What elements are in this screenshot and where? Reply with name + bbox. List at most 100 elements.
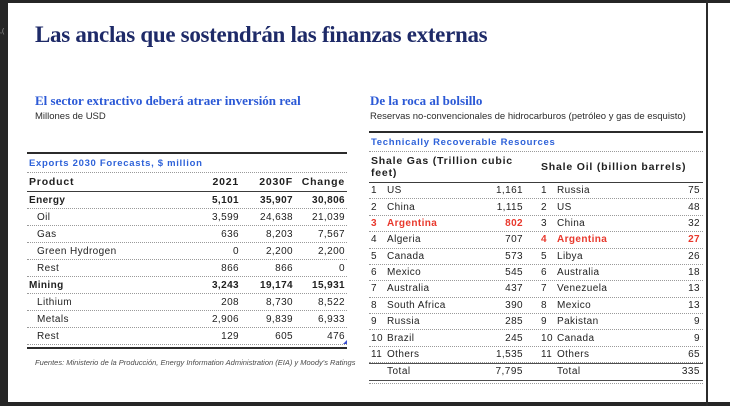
gas-half-row: 6 Mexico 545 <box>371 267 524 278</box>
cell-oil-country: Australia <box>557 267 600 279</box>
cell-blank-rank <box>371 366 387 377</box>
column-header-shale-gas: Shale Gas (Trillion cubic feet) <box>371 155 513 179</box>
cell-change: 7,567 <box>317 228 345 240</box>
column-header-2021: 2021 <box>212 176 239 188</box>
table-row: 2 China 1,115 2 US 48 <box>369 199 703 216</box>
right-section-subheading: Reservas no-convencionales de hidrocarbu… <box>370 111 686 122</box>
cell-gas-value: 1,161 <box>495 185 523 197</box>
table-row: 11 Others 1,535 11 Others 65 <box>369 347 703 364</box>
cell-oil-country: US <box>557 201 572 213</box>
cell-product: Oil <box>37 211 51 223</box>
table-row: Oil 3,599 24,638 21,039 <box>27 209 347 226</box>
cell-2021: 3,243 <box>211 279 239 291</box>
cell-gas-value: 437 <box>505 283 523 295</box>
cell-oil-value: 9 <box>694 316 700 328</box>
window-edge-artifact: ,( <box>0 28 5 35</box>
cell-oil-rank: 10 <box>541 332 553 344</box>
cell-oil-total-value: 335 <box>681 366 700 378</box>
gas-half-row: 8 South Africa 390 <box>371 300 524 311</box>
gas-half-row: 11 Others 1,535 <box>371 349 524 360</box>
cell-gas-rank: 8 <box>371 299 377 311</box>
cell-gas-country: Others <box>387 348 420 360</box>
cell-oil-value: 9 <box>694 332 700 344</box>
table-bottom-rule <box>27 345 347 349</box>
cell-change: 2,200 <box>317 245 345 257</box>
gas-half-row: 9 Russia 285 <box>371 316 524 327</box>
gas-half-row: 5 Canada 573 <box>371 251 524 262</box>
gas-half-row: 1 US 1,161 <box>371 185 524 196</box>
table-row: 4 Algeria 707 4 Argentina 27 <box>369 232 703 249</box>
cell-gas-country: Algeria <box>387 234 421 246</box>
cell-2021: 866 <box>221 262 239 274</box>
oil-half-row: 10 Canada 9 <box>541 333 701 344</box>
cell-oil-country: Venezuela <box>557 283 608 295</box>
cell-blank-rank <box>541 366 557 377</box>
cell-product: Metals <box>37 313 69 325</box>
cell-corner-marker <box>343 340 347 344</box>
cell-gas-rank: 11 <box>371 348 383 360</box>
cell-oil-rank: 9 <box>541 316 547 328</box>
cell-oil-country: Canada <box>557 332 595 344</box>
cell-oil-value: 27 <box>688 234 700 246</box>
cell-oil-rank: 8 <box>541 299 547 311</box>
cell-oil-rank: 5 <box>541 250 547 262</box>
cell-2021: 129 <box>221 330 239 342</box>
cell-oil-country: Pakistan <box>557 316 599 328</box>
cell-gas-total-value: 7,795 <box>495 366 523 378</box>
table-row: 10 Brazil 245 10 Canada 9 <box>369 330 703 347</box>
window-frame-left <box>0 0 8 406</box>
oil-total-half: Total 335 <box>541 366 701 377</box>
cell-oil-value: 26 <box>688 250 700 262</box>
total-row: Total 7,795 Total 335 <box>369 363 703 381</box>
cell-oil-value: 32 <box>688 217 700 229</box>
column-header-2030f: 2030F <box>259 176 293 188</box>
cell-oil-value: 65 <box>688 348 700 360</box>
cell-change: 476 <box>327 330 345 342</box>
table-row: 3 Argentina 802 3 China 32 <box>369 216 703 233</box>
oil-half-row: 4 Argentina 27 <box>541 234 701 245</box>
column-header-change: Change <box>301 176 345 188</box>
gas-total-half: Total 7,795 <box>371 366 524 377</box>
cell-gas-value: 390 <box>505 299 523 311</box>
cell-2030f: 9,839 <box>265 313 293 325</box>
table-row: Metals 2,906 9,839 6,933 <box>27 311 347 328</box>
cell-2030f: 35,907 <box>260 194 293 206</box>
cell-product: Green Hydrogen <box>37 245 117 257</box>
cell-product: Energy <box>29 194 66 206</box>
cell-oil-country: China <box>557 217 586 229</box>
cell-gas-rank: 7 <box>371 283 377 295</box>
cell-change: 15,931 <box>312 279 345 291</box>
cell-oil-rank: 4 <box>541 234 547 246</box>
cell-2030f: 866 <box>275 262 293 274</box>
cell-gas-country: Argentina <box>387 217 438 229</box>
left-section-heading: El sector extractivo deberá atraer inver… <box>35 93 301 108</box>
cell-oil-country: Others <box>557 348 590 360</box>
cell-2030f: 24,638 <box>260 211 293 223</box>
exports-forecast-table: Exports 2030 Forecasts, $ million Produc… <box>27 152 347 349</box>
cell-gas-rank: 2 <box>371 201 377 213</box>
table-row: 6 Mexico 545 6 Australia 18 <box>369 265 703 282</box>
table-row: 9 Russia 285 9 Pakistan 9 <box>369 314 703 331</box>
cell-product: Rest <box>37 330 60 342</box>
cell-2030f: 19,174 <box>260 279 293 291</box>
window-frame-bottom <box>0 402 730 406</box>
table-bottom-dotted-rule <box>369 381 703 384</box>
cell-product: Lithium <box>37 296 73 308</box>
cell-oil-total-label: Total <box>557 366 581 378</box>
cell-gas-rank: 9 <box>371 316 377 328</box>
cell-gas-rank: 10 <box>371 332 383 344</box>
cell-gas-country: Canada <box>387 250 425 262</box>
oil-half-row: 6 Australia 18 <box>541 267 701 278</box>
cell-oil-country: Mexico <box>557 299 592 311</box>
cell-change: 0 <box>339 262 345 274</box>
table-row: Mining 3,243 19,174 15,931 <box>27 277 347 294</box>
table-row: Gas 636 8,203 7,567 <box>27 226 347 243</box>
table-row: Rest 129 605 476 <box>27 328 347 345</box>
cell-2030f: 8,203 <box>265 228 293 240</box>
cell-product: Rest <box>37 262 60 274</box>
cell-oil-rank: 11 <box>541 348 553 360</box>
resources-table-header-row: Shale Gas (Trillion cubic feet) Shale Oi… <box>369 152 703 183</box>
gas-half-row: 10 Brazil 245 <box>371 333 524 344</box>
oil-half-row: 11 Others 65 <box>541 349 701 360</box>
cell-gas-country: South Africa <box>387 299 446 311</box>
